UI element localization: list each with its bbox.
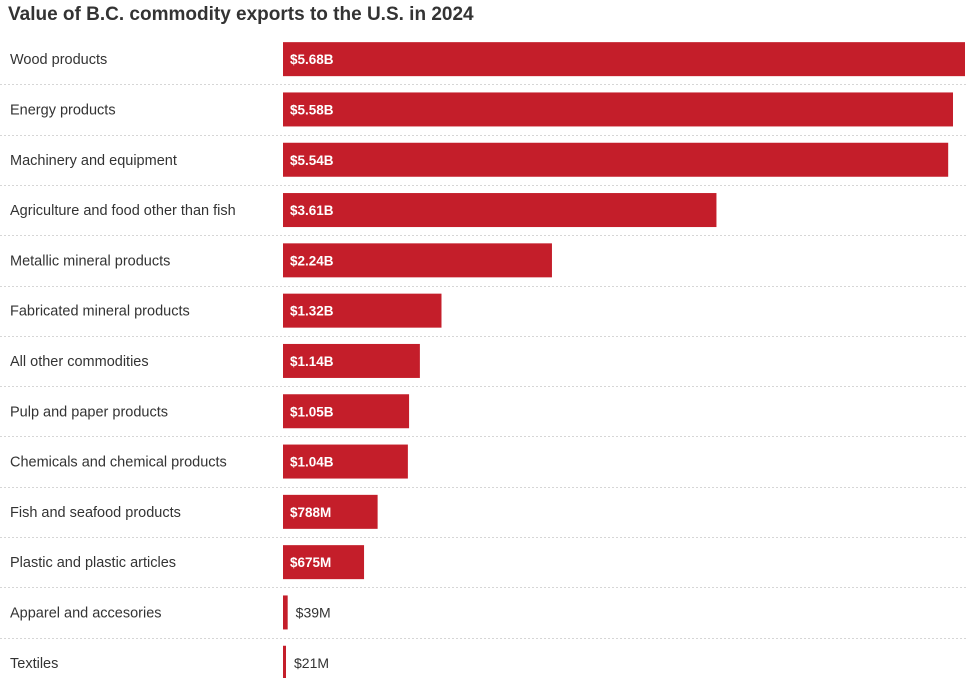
category-label: All other commodities: [10, 354, 149, 370]
bar: [283, 343, 420, 378]
data-label: $1.04B: [290, 455, 334, 470]
category-label: Pulp and paper products: [10, 404, 168, 420]
data-label: $675M: [290, 555, 331, 570]
category-label: Machinery and equipment: [10, 153, 177, 169]
bar: [283, 444, 408, 479]
category-label: Fabricated mineral products: [10, 304, 190, 320]
category-label: Fish and seafood products: [10, 505, 181, 521]
data-label: $5.58B: [290, 102, 334, 117]
bar: [283, 394, 410, 429]
category-label: Plastic and plastic articles: [10, 555, 176, 571]
data-label: $1.32B: [290, 304, 334, 319]
bar: [283, 42, 965, 77]
category-label: Energy products: [10, 102, 116, 118]
category-label: Agriculture and food other than fish: [10, 203, 236, 219]
data-label: $1.05B: [290, 404, 334, 419]
bar: [283, 142, 949, 177]
data-label: $21M: [294, 655, 329, 671]
data-label: $5.54B: [290, 153, 334, 168]
category-label: Wood products: [10, 52, 107, 68]
bar: [283, 92, 953, 127]
data-label: $39M: [296, 604, 331, 620]
data-label: $3.61B: [290, 203, 334, 218]
bar: [283, 293, 442, 328]
data-label: $788M: [290, 505, 331, 520]
category-label: Textiles: [10, 656, 58, 672]
bar: [283, 243, 552, 278]
category-label: Chemicals and chemical products: [10, 455, 227, 471]
bar: [283, 595, 288, 630]
chart-title: Value of B.C. commodity exports to the U…: [8, 4, 474, 25]
category-label: Metallic mineral products: [10, 253, 170, 269]
bar: [283, 545, 365, 580]
bar: [283, 193, 717, 228]
bar: [283, 494, 378, 529]
data-label: $1.14B: [290, 354, 334, 369]
data-label: $2.24B: [290, 253, 334, 268]
category-label: Apparel and accesories: [10, 605, 162, 621]
data-label: $5.68B: [290, 52, 334, 67]
bar: [283, 645, 286, 678]
